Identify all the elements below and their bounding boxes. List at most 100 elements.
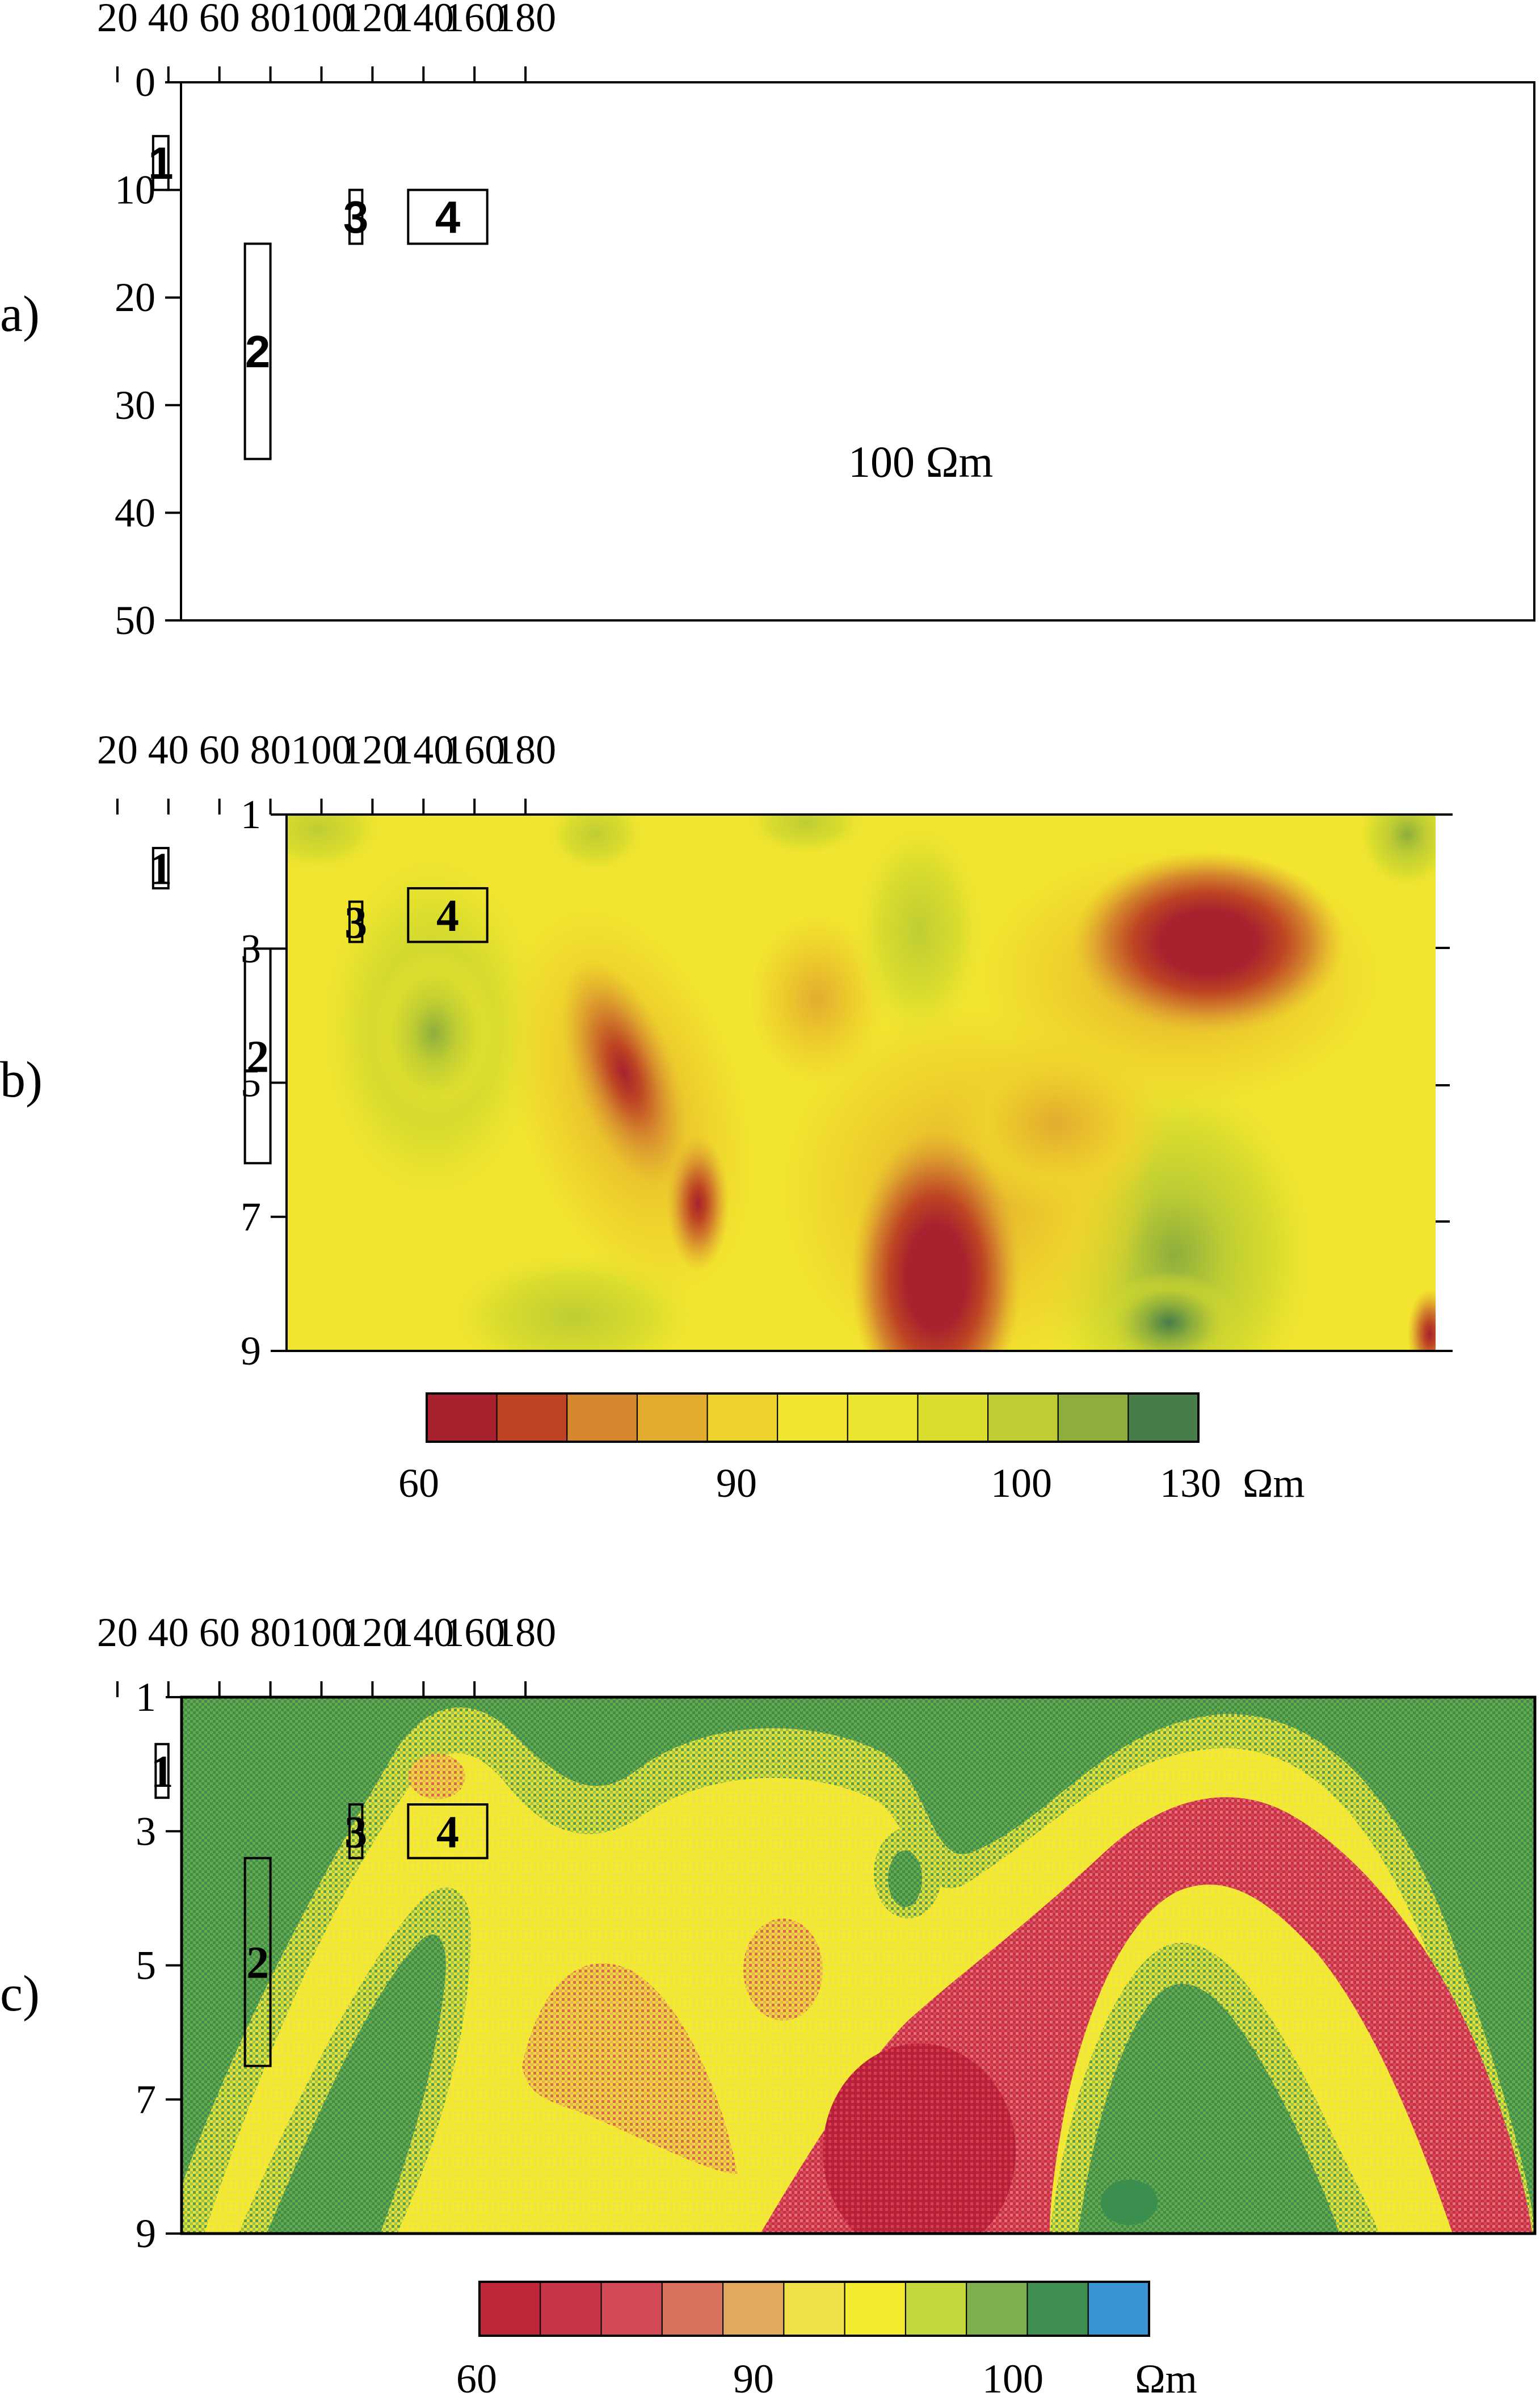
body-4-outline: [407, 1803, 489, 1859]
y-tick-label: 10: [115, 167, 155, 213]
colorbar-frame: [478, 2281, 1150, 2337]
body-4-outline: [407, 887, 489, 943]
body-4-label: 4: [435, 192, 461, 242]
panel-b-label: b): [0, 1052, 43, 1108]
y-tick-label: 5: [136, 1943, 156, 1988]
x-tick-label: 80: [250, 1610, 291, 1655]
x-tick-label: 140: [393, 0, 454, 40]
body-1-label: 1: [148, 138, 174, 188]
body-4-outline: [407, 188, 489, 245]
colorbar-tick-label: 90: [733, 2356, 774, 2401]
colorbar-tick-label: 130: [1160, 1460, 1221, 1506]
x-tick-label: 60: [199, 1610, 240, 1655]
body-3-label: 3: [343, 192, 369, 242]
panel-b-bodies: 1 2 3 4: [149, 845, 489, 1165]
colorbar-swatch: [1087, 2281, 1150, 2336]
x-tick-label: 100: [291, 0, 352, 40]
colorbar-swatch: [426, 1393, 498, 1442]
x-tick-label: 100: [291, 727, 352, 773]
colorbar-tick-label: 100: [991, 1460, 1052, 1506]
panel-c-label: c): [0, 1966, 40, 2022]
x-tick-label: 80: [250, 0, 291, 40]
colorbar-swatch: [540, 2281, 602, 2336]
body-2-outline: [243, 242, 272, 460]
colorbar-swatch: [844, 2281, 906, 2336]
panel-c-y-axis: 1 3 5 7 9: [136, 1674, 182, 2256]
colorbar-swatch: [966, 2281, 1028, 2336]
panel-c-colorbar: 60 90 100 Ωm: [456, 2281, 1197, 2401]
panel-b: b) 20 40 6: [0, 727, 1453, 1506]
panel-b-right-ticks: [1436, 947, 1450, 1223]
x-tick-label: 80: [250, 727, 291, 773]
y-tick-label: 0: [135, 60, 155, 105]
panel-c-bodies: 1 2 3 4: [151, 1743, 489, 2067]
panel-c-heatmap: [182, 1697, 1535, 2234]
colorbar-tick-label: Ωm: [1135, 2356, 1197, 2401]
x-tick-label: 160: [444, 0, 505, 40]
y-tick-label: 3: [136, 1808, 156, 1854]
colorbar-swatch: [847, 1393, 919, 1442]
body-4-label: 4: [436, 891, 459, 941]
colorbar-swatch: [706, 1393, 779, 1442]
x-tick-label: 180: [495, 0, 556, 40]
x-tick-label: 140: [393, 1610, 454, 1655]
colorbar-tick-label: 100: [982, 2356, 1044, 2401]
panel-b-colorbar: 60 90 100 130: [398, 1392, 1221, 1506]
y-tick-label: 1: [136, 1674, 156, 1720]
x-tick-label: 40: [148, 0, 189, 40]
y-tick-label: 20: [115, 275, 155, 320]
panel-a-bodies: 1 2 3 4: [148, 135, 489, 460]
y-tick-label: 50: [115, 598, 155, 643]
x-tick-label: 20: [97, 0, 138, 40]
colorbar-swatch: [987, 1393, 1059, 1442]
colorbar-swatch: [1026, 2281, 1089, 2336]
body-2-outline: [243, 1857, 272, 2067]
y-tick-label: 1: [241, 792, 261, 837]
x-tick-label: 60: [199, 727, 240, 773]
x-tick-label: 140: [393, 727, 454, 773]
y-tick-label: 40: [115, 490, 155, 535]
y-tick-label: 9: [241, 1328, 261, 1374]
colorbar-swatch: [566, 1393, 638, 1442]
body-1-outline: [152, 847, 170, 889]
x-tick-label: 160: [444, 1610, 505, 1655]
y-tick-label: 30: [115, 383, 155, 428]
colorbar-swatch: [661, 2281, 724, 2336]
colorbar-tick-label: 60: [456, 2356, 497, 2401]
colorbar-swatch: [783, 2281, 845, 2336]
colorbar-frame: [426, 1392, 1200, 1443]
body-3-label: 3: [344, 1807, 367, 1857]
panel-a-y-axis: 0 10 20 30 40 50: [115, 60, 181, 643]
colorbar-swatch: [722, 2281, 785, 2336]
x-tick-label: 120: [342, 1610, 403, 1655]
colorbar-swatch: [1127, 1393, 1200, 1442]
y-tick-label: 7: [241, 1194, 261, 1240]
panel-a-label: a): [0, 286, 40, 342]
x-tick-label: 20: [97, 727, 138, 773]
body-2-label: 2: [246, 1032, 269, 1082]
x-tick-label: 120: [342, 727, 403, 773]
panel-a-plot-area: [180, 81, 1535, 622]
body-1-label: 1: [151, 1747, 174, 1797]
colorbar-swatch: [777, 1393, 848, 1442]
x-tick-label: 60: [199, 0, 240, 40]
x-tick-label: 180: [495, 1610, 556, 1655]
y-tick-label: 7: [136, 2077, 156, 2122]
x-tick-label: 160: [444, 727, 505, 773]
colorbar-swatch: [636, 1393, 708, 1442]
body-4-label: 4: [436, 1807, 459, 1857]
body-1-label: 1: [149, 845, 172, 895]
colorbar-tick-label: 90: [716, 1460, 757, 1506]
panel-a-background-label: 100 Ωm: [848, 437, 993, 486]
body-2-label: 2: [246, 1938, 269, 1988]
x-tick-label: 100: [291, 1610, 352, 1655]
x-tick-label: 180: [495, 727, 556, 773]
body-3-outline: [348, 900, 364, 943]
